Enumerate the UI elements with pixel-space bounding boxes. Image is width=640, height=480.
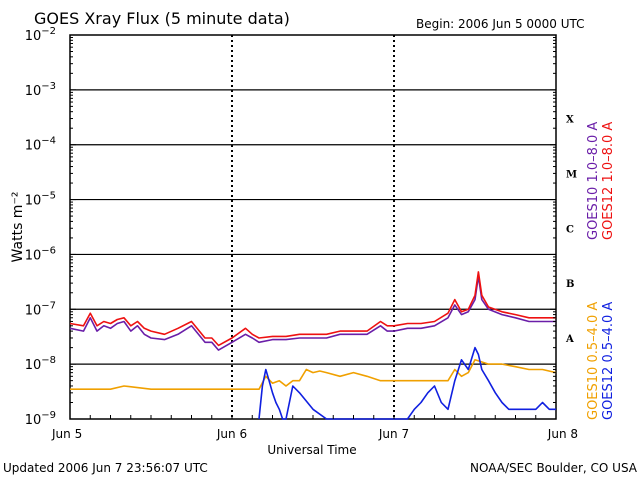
series-line <box>258 346 556 420</box>
x-tick-label: Jun 8 <box>547 427 578 441</box>
x-axis-ticks: Jun 5 Jun 6 Jun 7 Jun 8 <box>51 415 578 441</box>
flare-class-label: X <box>566 115 574 126</box>
flare-class-label: C <box>566 224 574 235</box>
y-tick-label: 10−6 <box>25 245 56 263</box>
series-line <box>70 358 557 391</box>
flare-class-label: A <box>565 334 574 345</box>
y-axis-title: Watts m⁻² <box>10 192 26 263</box>
day-boundaries <box>231 35 395 419</box>
credit-label: NOAA/SEC Boulder, CO USA <box>470 461 638 475</box>
series-lines <box>69 271 557 420</box>
y-tick-label: 10−4 <box>25 136 56 154</box>
y-tick-label: 10−3 <box>25 81 56 99</box>
x-tick-label: Jun 5 <box>51 427 82 441</box>
y-tick-label: 10−5 <box>25 191 56 209</box>
y-tick-label: 10−7 <box>25 300 56 318</box>
legend-entry: GOES10 0.5–4.0 A <box>586 302 601 420</box>
series-line <box>69 271 556 347</box>
plot-area <box>69 34 557 420</box>
x-axis-title: Universal Time <box>267 443 356 457</box>
chart-title: GOES Xray Flux (5 minute data) <box>34 9 290 28</box>
legend: GOES10 1.0–8.0 A GOES12 1.0–8.0 A GOES10 0… <box>586 122 616 420</box>
x-tick-label: Jun 7 <box>378 427 409 441</box>
legend-entry: GOES12 0.5–4.0 A <box>601 302 616 420</box>
y-tick-label: 10−2 <box>25 26 56 44</box>
flare-class-label: B <box>566 279 574 290</box>
flare-class-labels: X M C B A <box>565 115 577 345</box>
legend-entry: GOES10 1.0–8.0 A <box>586 122 601 240</box>
y-tick-label: 10−8 <box>25 355 56 373</box>
updated-label: Updated 2006 Jun 7 23:56:07 UTC <box>3 461 208 475</box>
y-tick-label: 10−9 <box>25 410 56 428</box>
y-axis-ticks: 10−2 10−3 10−4 10−5 10−6 10−7 10−8 10−9 <box>25 26 556 428</box>
begin-label: Begin: 2006 Jun 5 0000 UTC <box>416 17 585 31</box>
series-line <box>69 275 556 351</box>
legend-entry: GOES12 1.0–8.0 A <box>601 122 616 240</box>
x-tick-label: Jun 6 <box>216 427 247 441</box>
plot-frame <box>69 34 557 420</box>
grid-lines <box>70 89 556 365</box>
flare-class-label: M <box>566 169 577 180</box>
